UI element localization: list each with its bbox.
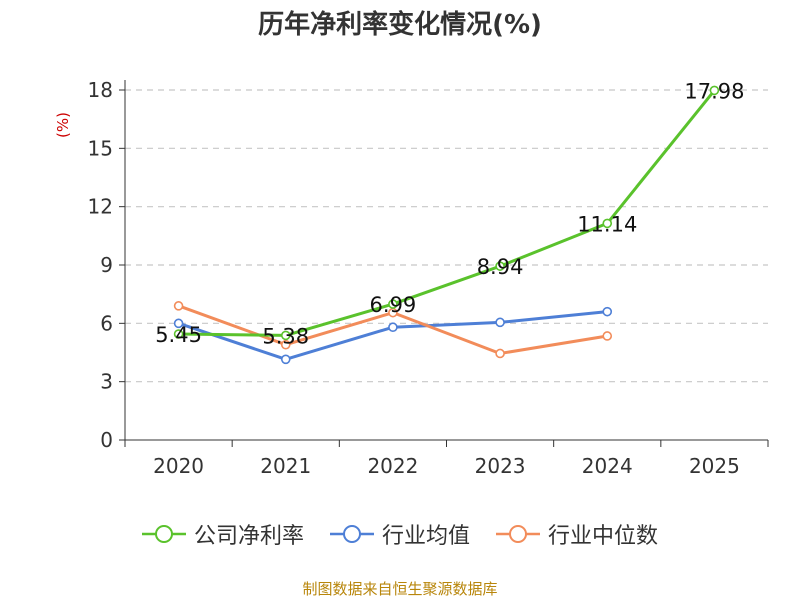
legend-item-company[interactable]: 公司净利率 — [141, 518, 304, 550]
data-point — [173, 301, 184, 311]
data-point — [495, 317, 505, 328]
data-point — [280, 330, 291, 341]
data-source-note: 制图数据来自恒生聚源数据库 — [302, 580, 498, 598]
legend-item-industry-median[interactable]: 行业中位数 — [496, 518, 658, 550]
series-line — [178, 89, 716, 337]
data-point — [388, 299, 398, 309]
y-tick-label: 9 — [100, 253, 113, 277]
y-tick-label: 18 — [88, 78, 113, 102]
legend-marker-icon — [496, 525, 540, 543]
data-label: 8.94 — [477, 255, 524, 279]
data-point — [173, 318, 184, 329]
x-tick-label: 2023 — [475, 454, 526, 478]
y-tick-label: 6 — [100, 311, 113, 335]
data-point — [173, 329, 184, 339]
data-point — [602, 218, 613, 229]
x-tick-label: 2022 — [367, 454, 418, 478]
y-tick-label: 12 — [88, 195, 113, 219]
data-point — [602, 306, 613, 317]
data-point — [709, 85, 720, 96]
data-label: 5.38 — [262, 324, 309, 348]
legend-item-industry-mean[interactable]: 行业均值 — [329, 518, 470, 550]
data-label: 17.98 — [684, 79, 744, 103]
data-point — [388, 322, 398, 333]
legend-label: 公司净利率 — [193, 524, 304, 549]
legend-marker-icon — [141, 525, 186, 543]
chart-title: 历年净利率变化情况(%) — [258, 10, 542, 40]
y-axis-label: (%) — [54, 112, 72, 138]
legend-label: 行业中位数 — [548, 524, 659, 549]
x-tick-label: 2020 — [153, 454, 204, 478]
data-point — [495, 348, 505, 359]
data-point — [602, 331, 613, 341]
data-point — [495, 261, 505, 271]
data-label: 5.45 — [155, 323, 202, 347]
x-tick-label: 2024 — [582, 454, 633, 478]
x-tick-label: 2025 — [689, 454, 740, 478]
x-tick-label: 2021 — [260, 454, 311, 478]
legend: 公司净利率 行业均值 行业中位数 — [0, 518, 800, 550]
legend-marker-icon — [329, 525, 374, 543]
data-label: 11.14 — [577, 212, 637, 236]
y-tick-label: 15 — [88, 136, 113, 160]
legend-label: 行业均值 — [381, 524, 470, 549]
y-tick-label: 0 — [100, 428, 113, 452]
data-point — [280, 354, 291, 365]
data-point — [280, 339, 291, 350]
data-label: 6.99 — [370, 293, 417, 317]
y-tick-label: 3 — [100, 370, 113, 394]
